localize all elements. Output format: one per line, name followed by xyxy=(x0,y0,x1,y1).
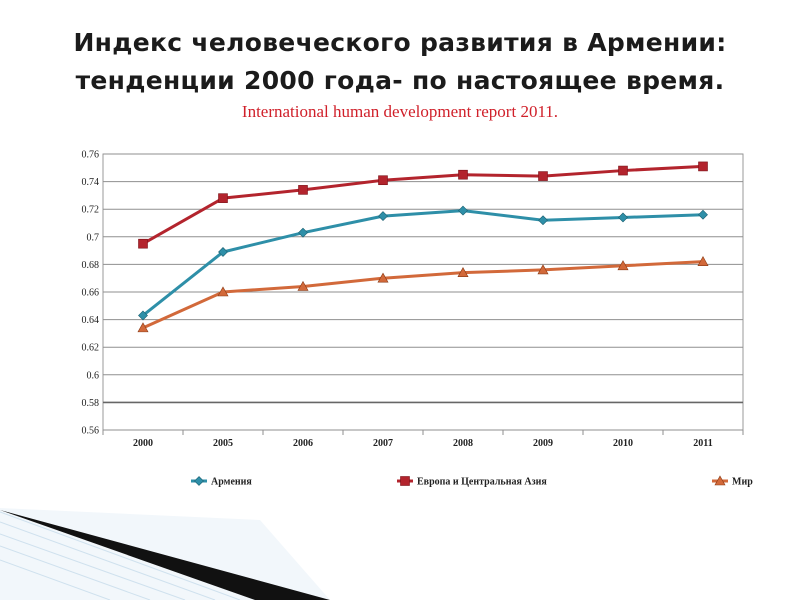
series-2 xyxy=(138,161,708,249)
data-point xyxy=(138,310,148,321)
legend-item-1: Армения xyxy=(191,476,252,488)
legend-marker xyxy=(400,476,410,486)
series-line xyxy=(142,164,704,246)
data-point xyxy=(217,286,229,297)
y-tick-label: 0.74 xyxy=(82,177,100,188)
black-wedge xyxy=(0,510,330,600)
x-tick-label: 2009 xyxy=(533,438,553,449)
data-point xyxy=(137,322,149,333)
data-point xyxy=(618,212,628,223)
data-point xyxy=(377,272,389,283)
legend-marker xyxy=(714,475,726,486)
data-point xyxy=(458,205,468,216)
slide-title: Индекс человеческого развития в Армении:… xyxy=(0,24,800,100)
slide-title-line-2: тенденции 2000 года- по настоящее время. xyxy=(75,66,725,95)
slide-title-line-1: Индекс человеческого развития в Армении: xyxy=(73,28,727,57)
y-tick-label: 0.68 xyxy=(82,260,100,271)
legend-label: Армения xyxy=(211,477,252,488)
y-tick-label: 0.6 xyxy=(87,370,100,381)
data-point xyxy=(618,165,628,176)
x-tick-label: 2007 xyxy=(373,438,393,449)
series-line xyxy=(142,260,704,330)
data-point xyxy=(378,211,388,222)
legend-item-3: Мир xyxy=(712,475,753,488)
data-point xyxy=(298,227,308,238)
data-point xyxy=(457,267,469,277)
data-point xyxy=(698,209,708,220)
series-1 xyxy=(138,205,708,321)
data-point xyxy=(458,169,468,180)
slide-subtitle: International human development report 2… xyxy=(241,102,559,121)
x-tick-label: 2005 xyxy=(213,438,233,449)
series-line xyxy=(142,209,704,317)
x-tick-label: 2011 xyxy=(693,438,712,449)
x-tick-label: 2000 xyxy=(133,438,153,449)
data-point xyxy=(617,260,629,271)
data-point xyxy=(538,171,548,181)
data-point xyxy=(537,264,549,275)
y-tick-label: 0.56 xyxy=(82,426,100,437)
data-point xyxy=(697,256,709,266)
x-tick-label: 2008 xyxy=(453,438,473,449)
y-tick-label: 0.7 xyxy=(87,232,100,243)
y-tick-label: 0.58 xyxy=(82,398,100,409)
x-tick-label: 2006 xyxy=(293,438,313,449)
data-point xyxy=(138,238,148,249)
legend-marker xyxy=(194,476,204,486)
legend-label: Европа и Центральная Азия xyxy=(417,477,547,488)
data-point xyxy=(378,175,388,186)
y-tick-label: 0.72 xyxy=(82,205,100,216)
data-point xyxy=(218,247,228,257)
y-tick-label: 0.76 xyxy=(82,150,100,161)
legend-label: Мир xyxy=(732,477,753,488)
data-point xyxy=(298,185,308,195)
y-tick-label: 0.64 xyxy=(82,315,100,326)
data-point xyxy=(538,215,548,226)
legend-item-2: Европа и Центральная Азия xyxy=(397,476,547,488)
series-3 xyxy=(137,256,709,333)
data-point xyxy=(218,193,228,203)
y-tick-label: 0.62 xyxy=(82,343,100,354)
data-point xyxy=(698,161,708,172)
x-tick-label: 2010 xyxy=(613,438,633,449)
y-tick-label: 0.66 xyxy=(82,288,100,299)
data-point xyxy=(297,280,309,291)
